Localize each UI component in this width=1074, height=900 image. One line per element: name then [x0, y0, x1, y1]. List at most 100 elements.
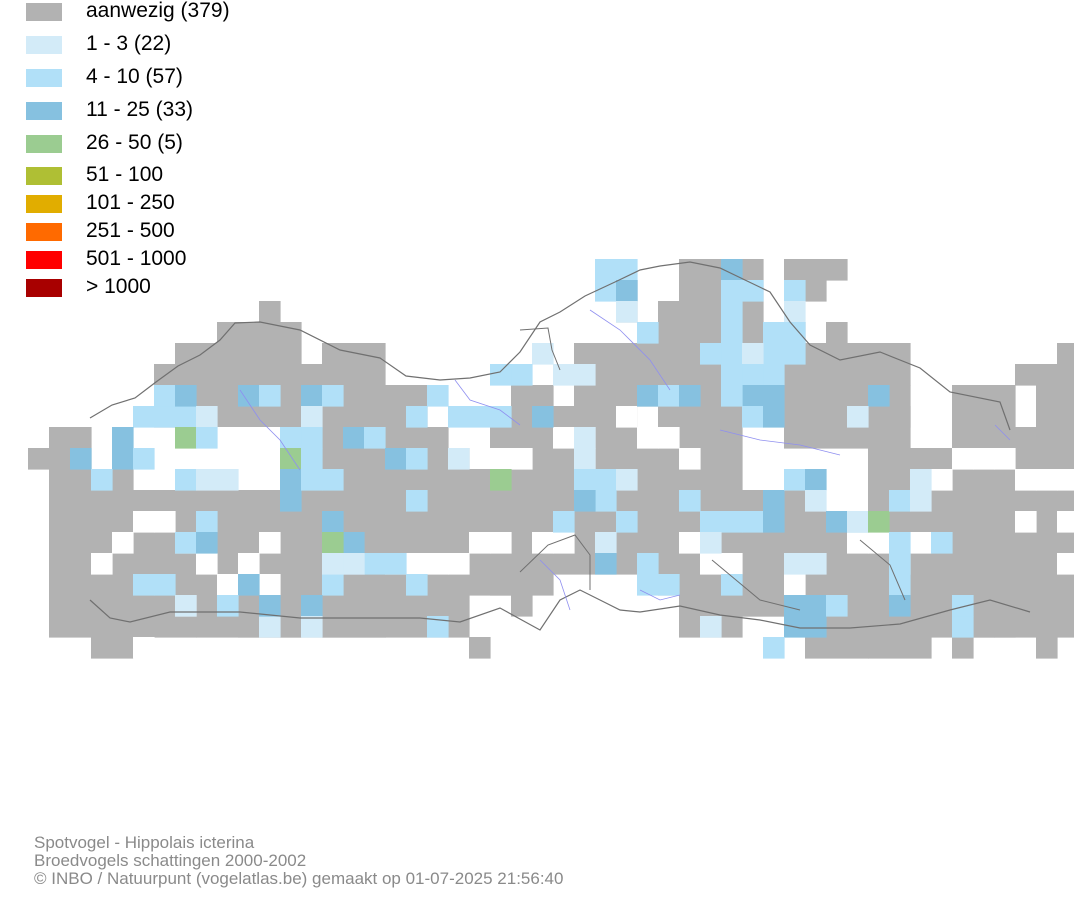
atlas-square [301, 385, 323, 407]
legend-label: 51 - 100 [86, 163, 164, 186]
legend-swatch [26, 135, 62, 153]
dataset-name: Broedvogels schattingen 2000-2002 [34, 851, 307, 870]
atlas-square [532, 532, 554, 554]
river-line [719, 429, 841, 456]
atlas-square [805, 490, 827, 512]
atlas-square [175, 385, 197, 407]
atlas-square [1015, 469, 1037, 491]
atlas-square [616, 280, 638, 302]
atlas-square [91, 469, 113, 491]
atlas-square [721, 385, 743, 407]
atlas-square [259, 427, 281, 449]
atlas-square [238, 553, 260, 575]
atlas-square [763, 511, 785, 533]
legend-swatch [26, 69, 62, 87]
atlas-square [784, 553, 827, 575]
atlas-square [301, 427, 323, 449]
legend-swatch [26, 3, 62, 21]
atlas-square [763, 637, 785, 659]
atlas-square [868, 532, 890, 554]
atlas-square [469, 532, 491, 554]
atlas-square [742, 343, 764, 365]
atlas-grid [28, 259, 1074, 659]
atlas-square [910, 469, 932, 491]
atlas-square [511, 448, 533, 470]
atlas-square [679, 385, 701, 407]
atlas-square [1057, 553, 1074, 575]
atlas-square [784, 259, 806, 281]
atlas-square [931, 532, 953, 554]
atlas-square [217, 574, 239, 596]
atlas-square [637, 322, 659, 344]
atlas-square [763, 322, 806, 365]
atlas-square [28, 448, 50, 470]
atlas-square [175, 448, 197, 470]
atlas-square [784, 574, 806, 596]
atlas-square [217, 427, 239, 449]
atlas-square [721, 553, 743, 575]
atlas-square [469, 637, 491, 659]
atlas-square [448, 448, 470, 470]
legend-item: 1 - 3 (22) [26, 33, 426, 55]
atlas-square [553, 532, 575, 554]
atlas-square [868, 511, 890, 533]
atlas-square [196, 511, 218, 533]
atlas-square [721, 364, 743, 386]
atlas-square [931, 469, 953, 491]
atlas-square [133, 574, 155, 596]
border-line [519, 327, 561, 371]
atlas-square [1057, 511, 1074, 533]
legend-label: 11 - 25 (33) [86, 98, 193, 121]
atlas-square [595, 532, 617, 554]
atlas-square [511, 364, 533, 386]
atlas-square [679, 490, 701, 512]
atlas-square [847, 343, 869, 365]
atlas-square [259, 385, 281, 407]
legend-swatch [26, 167, 62, 185]
legend-swatch [26, 223, 62, 241]
atlas-square [1057, 469, 1074, 491]
atlas-square [238, 427, 260, 449]
atlas-square [133, 448, 155, 470]
borders-and-rivers [89, 261, 1031, 631]
atlas-square [721, 259, 743, 281]
atlas-square [637, 427, 659, 449]
atlas-square [175, 532, 197, 554]
atlas-square [112, 427, 134, 449]
atlas-square [238, 385, 260, 407]
river-line [539, 559, 571, 611]
atlas-square [532, 427, 554, 449]
atlas-square [196, 406, 218, 428]
atlas-square [889, 553, 911, 575]
atlas-square [679, 469, 701, 491]
atlas-square [784, 280, 806, 302]
atlas-square [742, 511, 764, 533]
atlas-square [322, 385, 344, 407]
atlas-square [721, 280, 764, 302]
atlas-square [658, 385, 680, 407]
atlas-square [322, 532, 344, 554]
atlas-square [490, 448, 512, 470]
legend-label: 101 - 250 [86, 191, 175, 214]
atlas-square [217, 448, 239, 470]
atlas-square [406, 490, 428, 512]
border-line [711, 559, 801, 611]
atlas-square [847, 532, 869, 554]
atlas-square [154, 511, 176, 533]
atlas-square [259, 574, 281, 596]
atlas-square [637, 574, 659, 596]
atlas-square [448, 406, 512, 428]
atlas-square [91, 553, 113, 575]
atlas-square [700, 511, 722, 533]
legend-swatch [26, 102, 62, 120]
atlas-square [994, 448, 1016, 470]
atlas-square [175, 469, 197, 491]
atlas-square [301, 448, 323, 470]
atlas-square [742, 406, 764, 428]
atlas-square [322, 553, 344, 575]
atlas-square [595, 469, 617, 491]
atlas-square [91, 616, 134, 659]
atlas-square [889, 532, 911, 554]
atlas-square [826, 595, 848, 617]
